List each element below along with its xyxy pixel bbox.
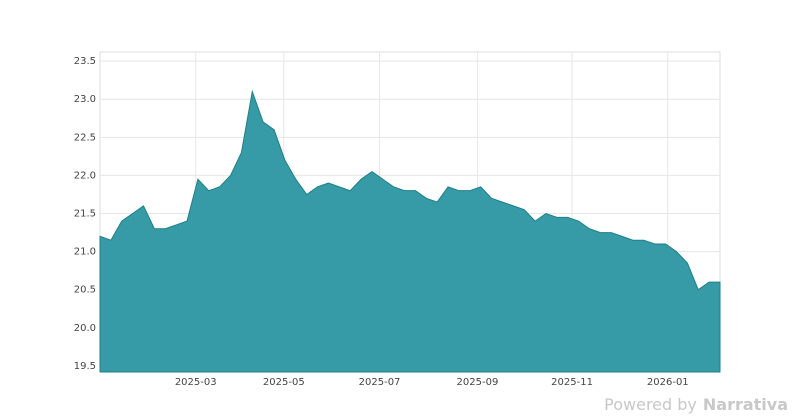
y-tick-label: 21.5 bbox=[74, 209, 96, 220]
y-tick-label: 20.0 bbox=[74, 323, 96, 334]
footer: Powered by Narrativa bbox=[604, 395, 788, 414]
powered-by: Powered by bbox=[604, 395, 697, 414]
area bbox=[99, 89, 721, 373]
y-tick-label: 22.5 bbox=[74, 132, 96, 143]
y-tick-label: 22.0 bbox=[74, 170, 96, 181]
x-tick-label: 2025-11 bbox=[551, 377, 593, 388]
x-tick-label: 2025-03 bbox=[175, 377, 217, 388]
brand: Narrativa bbox=[702, 395, 788, 414]
x-tick-label: 2026-01 bbox=[647, 377, 689, 388]
y-tick-label: 20.5 bbox=[74, 285, 96, 296]
y-tick-label: 23.0 bbox=[74, 94, 96, 105]
y-tick-label: 23.5 bbox=[74, 56, 96, 67]
x-tick-label: 2025-09 bbox=[457, 377, 499, 388]
x-tick-label: 2025-05 bbox=[263, 377, 305, 388]
y-tick-label: 19.5 bbox=[74, 361, 96, 372]
y-tick-label: 21.0 bbox=[74, 247, 96, 258]
x-tick-label: 2025-07 bbox=[359, 377, 401, 388]
